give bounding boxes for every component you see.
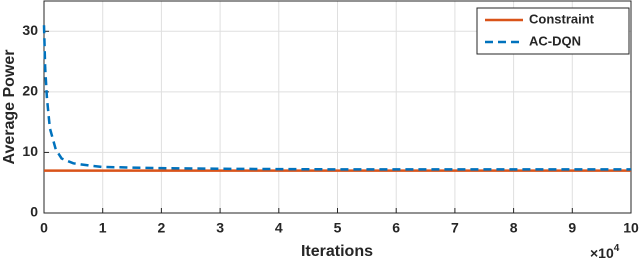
x-tick-label: 8: [510, 220, 518, 236]
legend-label: Constraint: [529, 11, 595, 26]
x-tick-label: 4: [275, 220, 283, 236]
x-multiplier-exponent: 4: [614, 243, 620, 254]
x-tick-label: 9: [568, 220, 576, 236]
x-tick-label: 6: [392, 220, 400, 236]
y-axis-label: Average Power: [1, 49, 18, 164]
plot-frame: [43, 0, 632, 214]
x-multiplier: ×104: [590, 243, 620, 261]
x-tick-label: 7: [451, 220, 459, 236]
x-tick-label: 2: [158, 220, 166, 236]
y-tick-label: 30: [22, 22, 38, 38]
legend-box: [476, 7, 630, 55]
y-tick-label: 0: [30, 204, 38, 220]
x-tick-label: 5: [334, 220, 342, 236]
y-tick-label: 20: [22, 83, 38, 99]
legend-label: AC-DQN: [529, 33, 581, 48]
x-tick-label: 3: [216, 220, 224, 236]
x-tick-label: 10: [623, 220, 639, 236]
x-tick-label: 1: [99, 220, 107, 236]
x-multiplier-base: ×10: [590, 245, 614, 261]
y-tick-label: 10: [22, 143, 38, 159]
x-tick-label: 0: [40, 220, 48, 236]
x-axis-label: Iterations: [301, 243, 373, 260]
